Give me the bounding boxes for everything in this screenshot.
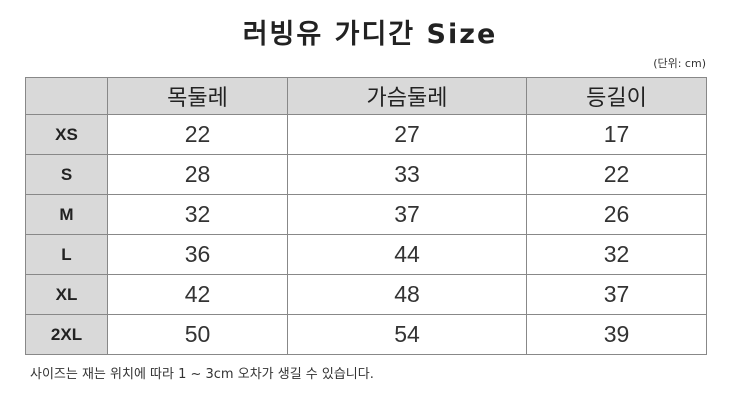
size-label: M [25,194,108,235]
size-label: S [25,154,108,195]
corner-cell [25,77,108,115]
measurement: 33 [287,154,527,195]
table-row: XS 22 27 17 [25,114,708,155]
measurement: 22 [525,154,708,195]
table-row: S 28 33 22 [25,154,708,195]
table-row: XL 42 48 37 [25,274,708,315]
table-row: M 32 37 26 [25,194,708,235]
measurement: 32 [525,234,708,275]
measurement: 48 [287,274,527,315]
measurement: 22 [107,114,288,155]
measurement: 39 [525,314,708,355]
measurement: 32 [107,194,288,235]
footnote: 사이즈는 재는 위치에 따라 1 ~ 3cm 오차가 생길 수 있습니다. [30,367,374,382]
measurement: 26 [525,194,708,235]
measurement: 36 [107,234,288,275]
size-label: 2XL [25,314,108,355]
measurement: 28 [107,154,288,195]
unit-note: (단위: cm) [653,57,706,70]
size-label: XL [25,274,108,315]
measurement: 42 [107,274,288,315]
measurement: 17 [525,114,708,155]
column-header: 가슴둘레 [287,77,527,115]
column-header: 등길이 [525,77,708,115]
size-label: L [25,234,108,275]
table-row: L 36 44 32 [25,234,708,275]
measurement: 27 [287,114,527,155]
column-header: 목둘레 [107,77,288,115]
measurement: 44 [287,234,527,275]
table-row: 2XL 50 54 39 [25,314,708,355]
measurement: 54 [287,314,527,355]
measurement: 50 [107,314,288,355]
table-body: XS 22 27 17 S 28 33 22 M 32 37 26 L 36 44 32 XL 42 48 37 2XL… [25,114,708,355]
title: 러빙유 가디간 Size [242,19,498,50]
size-label: XS [25,114,108,155]
measurement: 37 [287,194,527,235]
header-row: 목둘레 가슴둘레 등길이 [25,77,708,115]
size-table: 목둘레 가슴둘레 등길이 XS 22 27 17 S 28 33 22 M 32 37 26 L 36 44 32… [25,77,708,355]
measurement: 37 [525,274,708,315]
